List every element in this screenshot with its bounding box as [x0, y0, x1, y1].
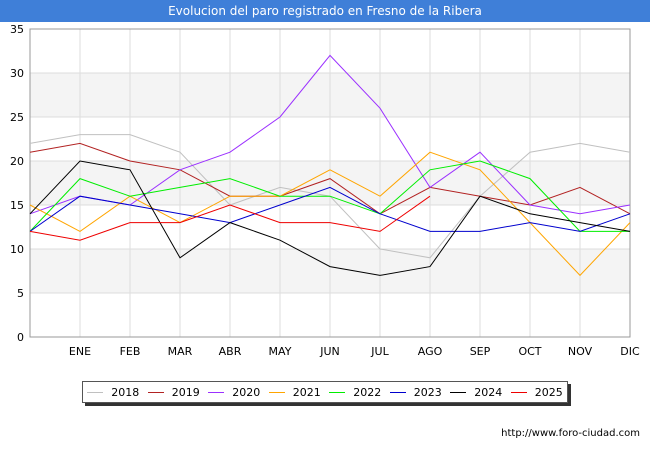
x-tick-label: JUL [370, 345, 389, 358]
legend-item-2018: 2018 [87, 386, 139, 399]
x-tick-label: DIC [620, 345, 640, 358]
legend-swatch [208, 391, 225, 393]
series-line-2023 [29, 186, 631, 232]
x-tick-label: ENE [69, 345, 91, 358]
legend-item-2024: 2024 [450, 386, 502, 399]
x-tick-label: ABR [219, 345, 242, 358]
series-line-2025 [29, 195, 431, 241]
x-tick-label: MAY [269, 345, 292, 358]
x-tick-label: JUN [319, 345, 340, 358]
y-tick-label: 5 [17, 287, 24, 300]
legend-label: 2018 [111, 385, 140, 399]
legend-label: 2022 [353, 385, 382, 399]
legend-label: 2021 [292, 385, 321, 399]
x-tick-label: SEP [470, 345, 491, 358]
x-axis-ticks: ENE FEB MAR ABR MAY JUN JUL AGO SEP OCT NOV DIC [69, 345, 640, 358]
x-tick-label: OCT [518, 345, 541, 358]
chart-title: Evolucion del paro registrado en Fresno … [0, 0, 650, 22]
series-lines [29, 54, 631, 277]
plot-border [29, 28, 631, 338]
legend-label: 2025 [534, 385, 563, 399]
y-tick-label: 15 [10, 199, 24, 212]
legend-label: 2019 [171, 385, 200, 399]
x-tick-label: AGO [418, 345, 443, 358]
legend-item-2025: 2025 [510, 385, 563, 399]
y-axis-ticks: 0 5 10 15 20 25 30 35 [10, 23, 24, 344]
y-tick-label: 20 [10, 155, 24, 168]
y-tick-label: 35 [10, 23, 24, 36]
legend-swatch [147, 391, 164, 393]
legend-item-2023: 2023 [389, 385, 442, 399]
legend-swatch [450, 391, 467, 393]
legend: 2018 2019 2020 2021 2022 2023 2024 2025 [82, 381, 568, 403]
legend-swatch [87, 391, 104, 393]
legend-label: 2023 [413, 385, 442, 399]
y-tick-label: 0 [17, 331, 24, 344]
series-line-2024 [29, 160, 631, 276]
legend-swatch [268, 391, 285, 393]
legend-item-2019: 2019 [147, 385, 200, 399]
source-url: http://www.foro-ciudad.com [501, 428, 640, 439]
legend-swatch [329, 391, 346, 393]
legend-swatch [510, 391, 527, 393]
x-tick-label: NOV [568, 345, 593, 358]
legend-item-2021: 2021 [268, 385, 321, 399]
legend-item-2022: 2022 [329, 386, 381, 399]
series-line-2022 [29, 160, 630, 232]
legend-item-2020: 2020 [208, 386, 260, 399]
legend-label: 2024 [474, 385, 503, 399]
x-tick-label: MAR [168, 345, 193, 358]
legend-label: 2020 [232, 385, 261, 399]
legend-swatch [389, 391, 406, 393]
x-tick-label: FEB [120, 345, 141, 358]
y-tick-label: 10 [10, 243, 24, 256]
y-tick-label: 25 [10, 111, 24, 124]
y-tick-label: 30 [10, 67, 24, 80]
